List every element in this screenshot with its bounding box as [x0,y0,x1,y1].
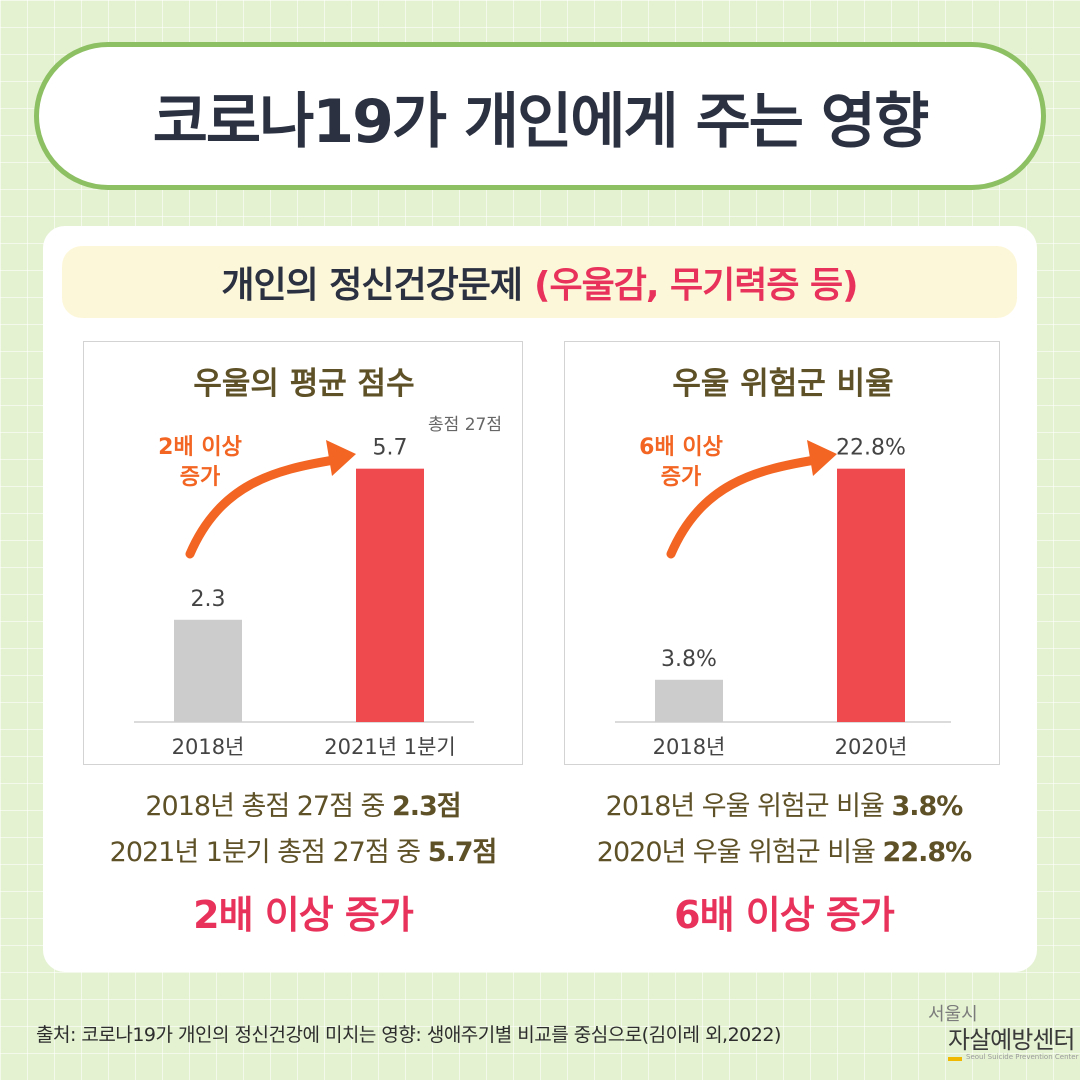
increase-arrow [185,455,339,559]
summary-right-highlight: 6배 이상 증가 [674,893,895,937]
annotation-line-1: 증가 [180,465,220,490]
chart-title: 우울 위험군 비율 [672,366,893,402]
category-label-0: 2018년 [653,735,726,759]
category-label-0: 2018년 [172,735,245,759]
chart-note: 총점 27점 [428,415,502,435]
increase-arrow [666,455,820,559]
annotation-line-0: 6배 이상 [639,435,723,460]
value-label-0: 3.8% [661,647,717,672]
logo-city: 서울시 [928,1004,978,1025]
summary-left-highlight: 2배 이상 증가 [193,893,414,937]
summary-left: 2018년 총점 27점 중 2.3점 2021년 1분기 총점 27점 중 5… [63,784,543,939]
summary-left-line-1-value: 2.3점 [391,791,462,822]
annotation-line-1: 증가 [661,465,701,490]
summary-right-line-2: 2020년 우울 위험군 비율 22.8% [544,830,1024,876]
summary-left-line-2: 2021년 1분기 총점 27점 중 5.7점 [63,830,543,876]
summary-left-line-1-text: 2018년 총점 27점 중 [145,791,392,822]
source-citation: 출처: 코로나19가 개인의 정신건강에 미치는 영향: 생애주기별 비교를 중… [36,1024,781,1046]
subtitle-accent: (우울감, 무기력증 등) [534,265,859,306]
bar-0 [655,679,723,722]
summary-left-line-2-text: 2021년 1분기 총점 27점 중 [109,837,428,868]
summary-right-line-1: 2018년 우울 위험군 비율 3.8% [544,784,1024,830]
category-label-1: 2020년 [835,735,908,759]
increase-arrow-head-icon [807,440,837,476]
subtitle-bar: 개인의 정신건강문제 (우울감, 무기력증 등) [62,246,1017,318]
title-pill: 코로나19가 개인에게 주는 영향 [34,42,1046,190]
value-label-0: 2.3 [191,587,226,612]
page-title: 코로나19가 개인에게 주는 영향 [152,86,930,157]
value-label-1: 5.7 [373,436,408,461]
summary-right-line-1-text: 2018년 우울 위험군 비율 [605,791,892,822]
summary-right: 2018년 우울 위험군 비율 3.8% 2020년 우울 위험군 비율 22.… [544,784,1024,939]
bar-1 [356,468,424,722]
summary-right-line-2-text: 2020년 우울 위험군 비율 [596,837,883,868]
logo-org: 자살예방센터 [948,1026,1075,1054]
summary-left-line-2-value: 5.7점 [427,837,498,868]
increase-arrow-head-icon [326,440,356,476]
summary-left-line-1: 2018년 총점 27점 중 2.3점 [63,784,543,830]
category-label-1: 2021년 1분기 [324,735,455,759]
organization-logo: 서울시 자살예방센터 Seoul Suicide Prevention Cent… [926,1000,1079,1072]
logo-english: Seoul Suicide Prevention Center [966,1053,1079,1061]
annotation-line-0: 2배 이상 [158,435,242,460]
summary-right-line-1-value: 3.8% [891,791,963,822]
subtitle-main: 개인의 정신건강문제 [221,265,523,306]
summary-right-line-2-value: 22.8% [882,837,973,868]
bar-0 [174,619,242,722]
bar-1 [837,468,905,722]
logo-bar-icon [948,1057,962,1061]
value-label-1: 22.8% [836,436,906,461]
chart-title: 우울의 평균 점수 [193,366,414,402]
